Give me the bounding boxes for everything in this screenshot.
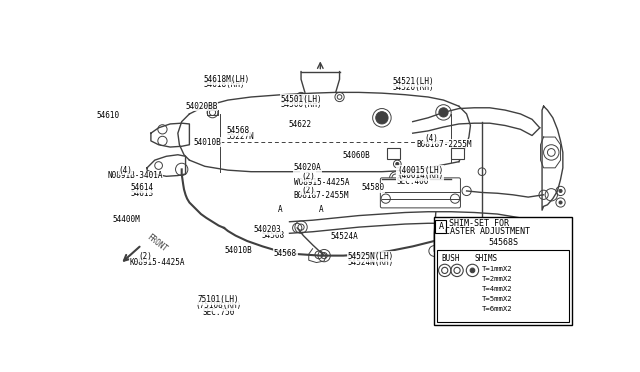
Text: A: A bbox=[438, 222, 444, 231]
Text: (2): (2) bbox=[138, 252, 152, 261]
Text: 54010B: 54010B bbox=[194, 138, 221, 147]
Circle shape bbox=[559, 201, 562, 204]
Text: CASTER ADJUSTMENT: CASTER ADJUSTMENT bbox=[445, 227, 530, 236]
FancyBboxPatch shape bbox=[380, 178, 460, 208]
Text: 54613: 54613 bbox=[131, 189, 154, 198]
Text: 54622: 54622 bbox=[289, 120, 312, 129]
Circle shape bbox=[396, 163, 399, 166]
FancyBboxPatch shape bbox=[451, 148, 463, 158]
Text: A: A bbox=[455, 150, 460, 155]
Text: SEC.400: SEC.400 bbox=[397, 177, 429, 186]
Text: SHIMS: SHIMS bbox=[475, 254, 498, 263]
Circle shape bbox=[376, 112, 388, 124]
Text: 54580: 54580 bbox=[362, 183, 385, 192]
Text: 54568: 54568 bbox=[227, 126, 250, 135]
Text: B08187-2455M: B08187-2455M bbox=[294, 191, 349, 201]
FancyBboxPatch shape bbox=[434, 217, 572, 326]
FancyBboxPatch shape bbox=[387, 148, 399, 158]
Text: BUSH: BUSH bbox=[442, 254, 460, 263]
Text: 54568: 54568 bbox=[262, 231, 285, 240]
Circle shape bbox=[470, 268, 475, 273]
Text: (4): (4) bbox=[118, 166, 132, 174]
Text: J40101U3: J40101U3 bbox=[534, 316, 570, 325]
Text: (4): (4) bbox=[424, 134, 438, 143]
Text: 54524A: 54524A bbox=[330, 232, 358, 241]
Text: A: A bbox=[391, 150, 396, 155]
FancyBboxPatch shape bbox=[435, 219, 446, 234]
Text: N0891B-3401A: N0891B-3401A bbox=[108, 171, 163, 180]
Text: T=1mmX2: T=1mmX2 bbox=[482, 266, 512, 272]
Text: 54614: 54614 bbox=[131, 183, 154, 192]
Text: 75101(LH): 75101(LH) bbox=[198, 295, 239, 304]
Text: 54525N(LH): 54525N(LH) bbox=[348, 252, 394, 261]
Text: 54010B: 54010B bbox=[225, 246, 252, 255]
Text: (75108(RH): (75108(RH) bbox=[195, 301, 242, 310]
Text: 54524N(RH): 54524N(RH) bbox=[348, 258, 394, 267]
Text: 540203: 540203 bbox=[253, 225, 282, 234]
Text: 54400M: 54400M bbox=[112, 215, 140, 224]
Text: 54501(LH): 54501(LH) bbox=[281, 95, 323, 104]
Text: 54520(RH): 54520(RH) bbox=[392, 83, 434, 92]
Circle shape bbox=[559, 189, 562, 192]
Text: SEC.750: SEC.750 bbox=[202, 308, 235, 317]
Text: 54500(RH): 54500(RH) bbox=[281, 100, 323, 109]
Text: T=2mmX2: T=2mmX2 bbox=[482, 276, 512, 282]
Text: (2): (2) bbox=[301, 172, 315, 181]
Text: (40014(RH): (40014(RH) bbox=[397, 171, 444, 180]
Text: 54610: 54610 bbox=[97, 111, 120, 120]
Text: 54020A: 54020A bbox=[294, 163, 321, 172]
Text: 54060B: 54060B bbox=[343, 151, 371, 160]
Text: FRONT: FRONT bbox=[145, 232, 168, 254]
FancyBboxPatch shape bbox=[437, 250, 569, 322]
Text: A: A bbox=[278, 205, 282, 214]
Text: T=6mmX2: T=6mmX2 bbox=[482, 306, 512, 312]
Text: SHIM-SET FOR: SHIM-SET FOR bbox=[449, 219, 509, 228]
Text: 55227N: 55227N bbox=[227, 132, 255, 141]
Text: T=4mmX2: T=4mmX2 bbox=[482, 286, 512, 292]
Text: W08915-4425A: W08915-4425A bbox=[294, 178, 349, 187]
Text: T=5mmX2: T=5mmX2 bbox=[482, 296, 512, 302]
Text: B08187-2255M: B08187-2255M bbox=[417, 140, 472, 149]
Text: 54618M(LH): 54618M(LH) bbox=[204, 75, 250, 84]
Text: 54521(LH): 54521(LH) bbox=[392, 77, 434, 86]
Text: 54020BB: 54020BB bbox=[185, 102, 218, 111]
Text: K08915-4425A: K08915-4425A bbox=[130, 258, 186, 267]
Text: 54568S: 54568S bbox=[488, 238, 518, 247]
Circle shape bbox=[439, 108, 448, 117]
Text: 54568: 54568 bbox=[274, 249, 297, 258]
Text: (2): (2) bbox=[301, 186, 315, 195]
Text: A: A bbox=[319, 205, 324, 214]
Text: 54618(RH): 54618(RH) bbox=[204, 80, 245, 89]
Text: (40015(LH): (40015(LH) bbox=[397, 166, 444, 174]
